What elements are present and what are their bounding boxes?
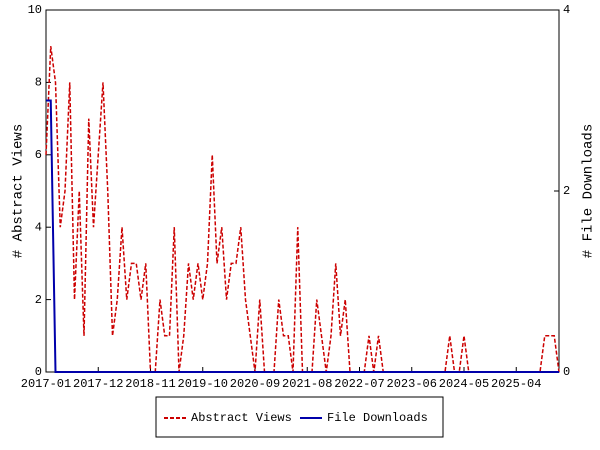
y-tick-label: 8 [35, 76, 42, 90]
x-tick-label: 2019-10 [178, 377, 228, 391]
y2-axis-title: # File Downloads [581, 124, 597, 258]
x-tick-label: 2021-08 [282, 377, 332, 391]
x-tick-label: 2025-04 [491, 377, 541, 391]
y2-tick-label: 0 [563, 365, 570, 379]
y-tick-label: 2 [35, 293, 42, 307]
legend-label: Abstract Views [191, 411, 292, 425]
series-line [45, 46, 560, 373]
legend [155, 396, 444, 438]
series-line [46, 99, 559, 373]
y2-tick-label: 4 [563, 3, 570, 17]
x-tick-label: 2020-09 [230, 377, 280, 391]
legend-label: File Downloads [327, 411, 428, 425]
x-tick-label: 2017-12 [73, 377, 123, 391]
y2-tick-label: 2 [563, 184, 570, 198]
x-tick-label: 2017-01 [21, 377, 71, 391]
x-tick-label: 2024-05 [439, 377, 489, 391]
x-tick-label: 2023-06 [387, 377, 437, 391]
y-tick-label: 10 [28, 3, 42, 17]
x-tick-label: 2018-11 [125, 377, 175, 391]
x-tick-label: 2022-07 [334, 377, 384, 391]
y-tick-label: 6 [35, 148, 42, 162]
plot-frame [45, 9, 560, 373]
y-tick-label: 0 [35, 365, 42, 379]
y-tick-label: 4 [35, 220, 42, 234]
y-axis-title: # Abstract Views [11, 124, 27, 258]
